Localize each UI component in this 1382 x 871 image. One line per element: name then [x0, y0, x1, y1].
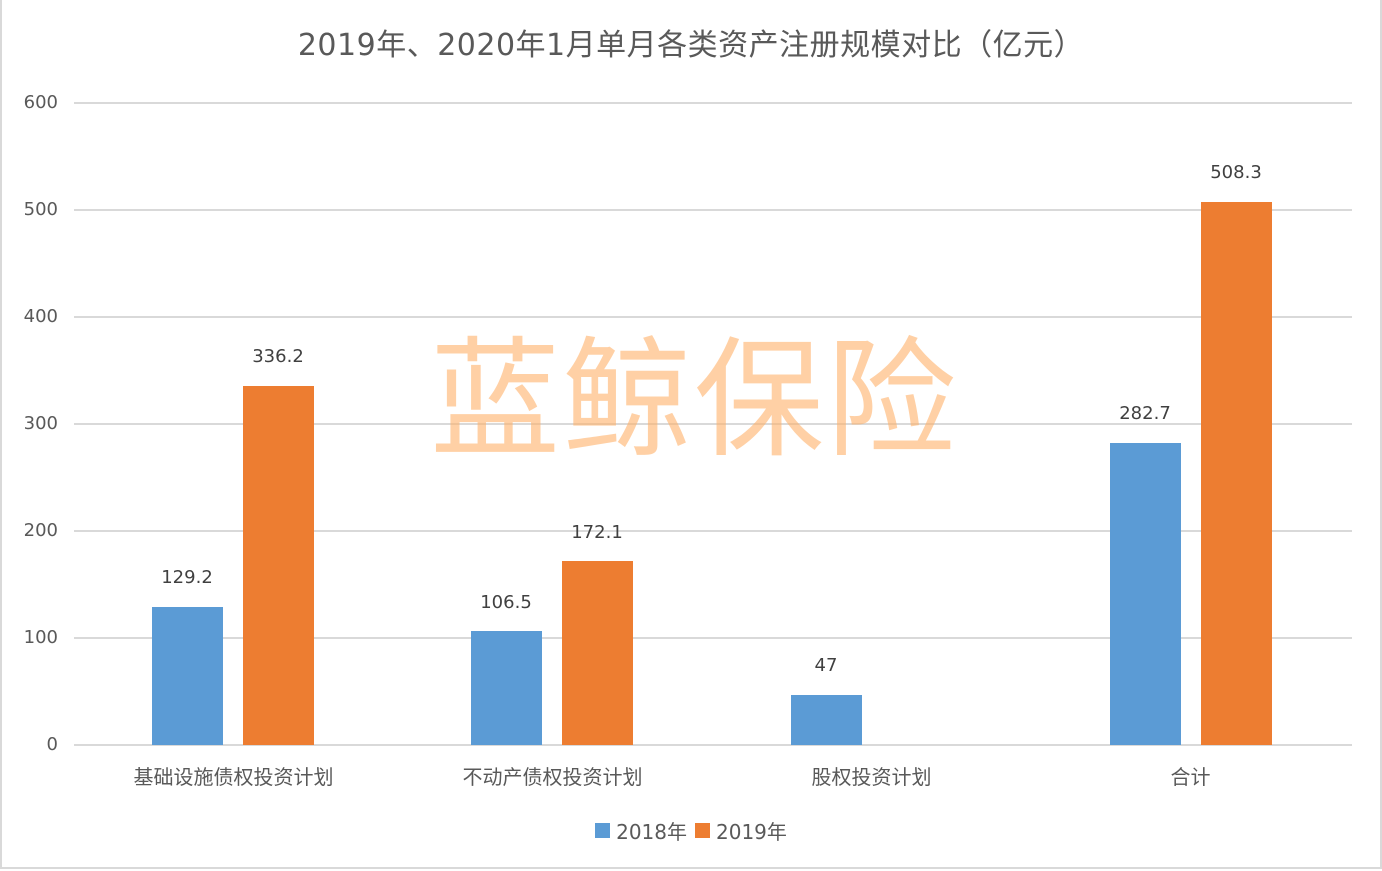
watermark: 蓝鲸保险 — [430, 324, 959, 476]
legend-item-2019[interactable]: 2019年 — [695, 816, 787, 845]
data-label: 282.7 — [1119, 403, 1171, 424]
x-label-equity: 股权投资计划 — [811, 765, 932, 789]
data-label: 106.5 — [480, 592, 532, 613]
gridline — [74, 102, 1352, 104]
bar-2019-total — [1201, 202, 1272, 745]
x-axis-line — [74, 744, 1352, 746]
legend-swatch-icon — [595, 823, 611, 838]
x-label-infrastructure: 基础设施债权投资计划 — [133, 765, 334, 789]
x-label-real-estate: 不动产债权投资计划 — [462, 765, 643, 789]
gridline — [74, 637, 1352, 639]
data-label: 47 — [814, 655, 838, 676]
gridline — [74, 316, 1352, 318]
y-tick: 400 — [23, 306, 58, 327]
y-tick: 600 — [23, 92, 58, 113]
bar-2018-equity — [791, 695, 862, 745]
legend: 2018年 2019年 — [0, 816, 1382, 845]
data-label: 129.2 — [161, 567, 213, 588]
data-label: 508.3 — [1210, 162, 1262, 183]
chart-title: 2019年、2020年1月单月各类资产注册规模对比（亿元） — [297, 28, 1085, 63]
gridline — [74, 423, 1352, 425]
bar-2018-total — [1110, 443, 1181, 745]
x-label-total: 合计 — [1170, 765, 1211, 789]
gridline — [74, 530, 1352, 532]
y-tick: 100 — [23, 627, 58, 648]
bar-2018-real-estate — [471, 631, 542, 745]
legend-label: 2018年 — [616, 820, 687, 844]
data-label: 336.2 — [252, 346, 304, 367]
bar-2019-real-estate — [562, 561, 633, 745]
bar-2019-infrastructure — [243, 386, 314, 745]
y-tick: 0 — [46, 734, 58, 755]
legend-swatch-icon — [695, 823, 710, 838]
gridline — [74, 209, 1352, 211]
y-tick: 500 — [23, 199, 58, 220]
legend-item-2018[interactable]: 2018年 — [595, 816, 687, 845]
y-tick: 300 — [23, 413, 58, 434]
y-tick: 200 — [23, 520, 58, 541]
bar-2018-infrastructure — [152, 607, 223, 745]
data-label: 172.1 — [571, 522, 623, 543]
legend-label: 2019年 — [716, 820, 787, 844]
